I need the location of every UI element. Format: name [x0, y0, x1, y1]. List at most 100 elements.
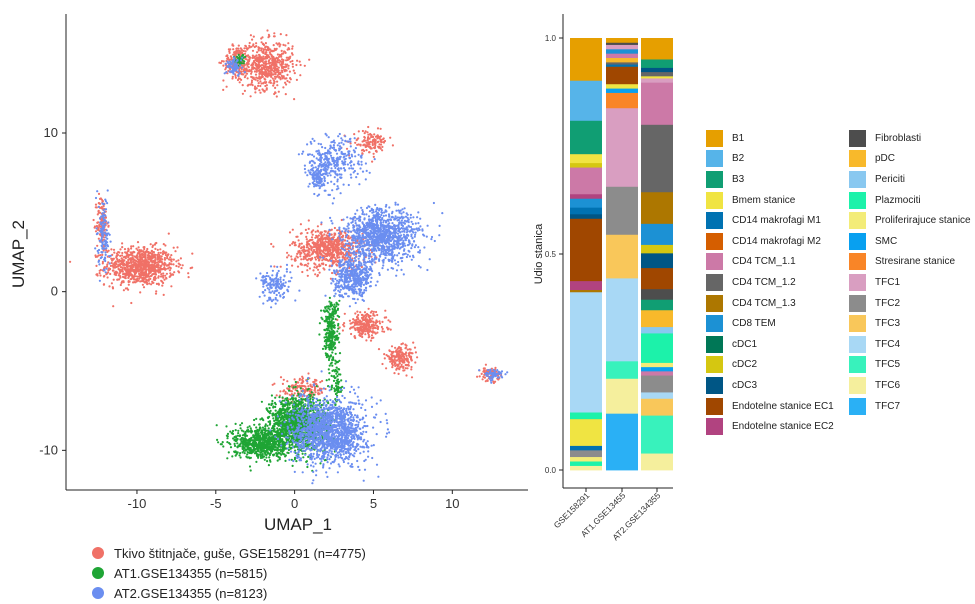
umap-point	[143, 266, 146, 269]
umap-point	[364, 330, 367, 333]
umap-point	[174, 250, 177, 253]
umap-point	[222, 64, 225, 67]
umap-point	[291, 65, 294, 68]
umap-point	[148, 270, 151, 273]
umap-point	[261, 50, 264, 54]
umap-point	[106, 250, 109, 253]
umap-point	[303, 264, 306, 267]
umap-point	[254, 85, 257, 88]
umap-point	[313, 389, 316, 392]
umap-point	[369, 147, 372, 150]
umap-point	[370, 334, 374, 337]
umap-point	[132, 245, 135, 248]
umap-point	[243, 52, 247, 55]
umap-point	[260, 37, 263, 40]
umap-point	[324, 263, 327, 267]
umap-point	[228, 51, 231, 55]
umap-point	[137, 270, 140, 273]
umap-point	[318, 248, 321, 251]
umap-point	[481, 378, 484, 381]
umap-point	[286, 251, 289, 254]
umap-point	[380, 138, 383, 141]
umap-point	[279, 390, 282, 393]
umap-point	[379, 127, 382, 130]
umap-point	[337, 253, 340, 256]
umap-point	[98, 269, 101, 272]
umap-point	[267, 36, 270, 39]
umap-point	[299, 63, 302, 67]
umap-point	[302, 248, 305, 251]
umap-point	[97, 210, 100, 213]
umap-point	[297, 405, 300, 408]
umap-point	[245, 69, 249, 72]
umap-point	[335, 248, 338, 252]
umap-point	[389, 358, 392, 361]
umap-point	[257, 66, 260, 69]
umap-point	[409, 357, 413, 360]
umap-point	[284, 459, 287, 462]
umap-point	[274, 86, 277, 89]
umap-point	[122, 259, 126, 262]
umap-point	[298, 242, 301, 245]
umap-point	[350, 332, 353, 336]
umap-point	[281, 407, 284, 411]
umap-point	[258, 54, 261, 57]
umap-point	[177, 265, 180, 268]
umap-point	[262, 71, 265, 74]
umap-point	[371, 160, 374, 163]
umap-point	[275, 65, 278, 68]
umap-point	[305, 238, 308, 241]
umap-point	[354, 141, 357, 144]
umap-point	[139, 266, 142, 269]
umap-point	[284, 51, 287, 55]
umap-point	[134, 278, 138, 281]
umap-point	[314, 230, 317, 233]
umap-point	[277, 69, 280, 72]
umap-point	[381, 320, 384, 323]
umap-point	[300, 247, 303, 250]
umap-point	[98, 272, 101, 275]
umap-point	[359, 323, 362, 326]
umap-point	[397, 346, 400, 349]
umap-point	[163, 278, 166, 281]
umap-point	[156, 248, 159, 251]
umap-point	[253, 45, 256, 49]
umap-point	[119, 266, 122, 269]
umap-point	[292, 69, 295, 72]
umap-point	[312, 250, 315, 253]
umap-point	[105, 249, 108, 252]
umap-point	[289, 78, 292, 81]
umap-point	[159, 248, 162, 251]
umap-point	[120, 269, 123, 272]
umap-point	[250, 64, 253, 67]
umap-point	[367, 307, 370, 310]
umap-point	[357, 313, 360, 317]
umap-point	[142, 246, 145, 249]
umap-point	[159, 258, 162, 261]
umap-point	[376, 141, 379, 144]
umap-point	[155, 241, 158, 245]
umap-point	[135, 259, 138, 263]
umap-point	[243, 76, 246, 79]
umap-point	[265, 407, 268, 410]
umap-point	[127, 256, 130, 259]
umap-point	[189, 267, 192, 270]
umap-point	[298, 378, 301, 382]
umap-point	[123, 272, 126, 275]
umap-point	[311, 233, 314, 236]
umap-point	[273, 75, 277, 78]
umap-point	[384, 309, 387, 312]
umap-point	[272, 62, 275, 65]
umap-point	[255, 417, 258, 420]
umap-point	[154, 256, 157, 259]
umap-point	[333, 232, 336, 235]
umap-point	[314, 243, 317, 247]
umap-point	[254, 73, 258, 76]
umap-point	[371, 330, 374, 333]
umap-point	[372, 155, 375, 158]
umap-point	[157, 276, 160, 279]
umap-point	[398, 349, 401, 352]
umap-point	[279, 33, 282, 36]
umap-point	[277, 90, 280, 93]
